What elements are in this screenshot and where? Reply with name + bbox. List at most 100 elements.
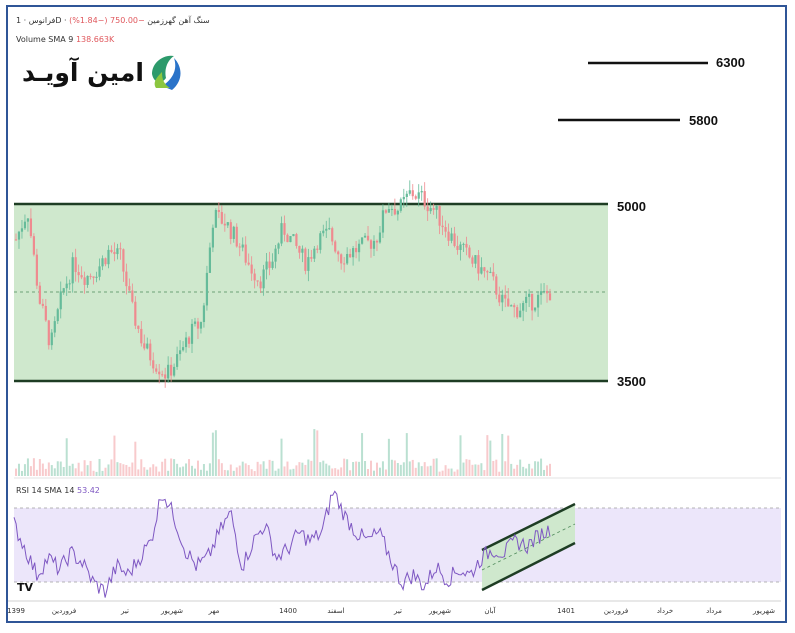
- candle-body: [178, 350, 182, 355]
- candle-body: [477, 255, 480, 274]
- volume-bar: [364, 460, 367, 476]
- candle-body: [378, 232, 382, 243]
- candle-body: [62, 288, 65, 292]
- volume-bar: [158, 471, 161, 476]
- candle-body: [456, 245, 459, 251]
- volume-bar: [322, 460, 325, 476]
- volume-bar: [211, 432, 214, 476]
- volume-bar: [525, 468, 528, 476]
- volume-bar: [53, 468, 56, 476]
- candle-body: [41, 303, 44, 306]
- candle-body: [196, 321, 200, 329]
- x-tick-label: شهریور: [752, 607, 775, 615]
- volume-bar: [498, 471, 501, 476]
- rsi-value: 53.42: [76, 486, 100, 495]
- candle-body: [214, 210, 217, 228]
- volume-bar: [420, 466, 423, 476]
- volume-bar: [176, 463, 179, 476]
- rsi-channel-mid: [481, 523, 576, 571]
- candle-body: [113, 251, 116, 255]
- candle-body: [250, 264, 253, 274]
- volume-bar: [504, 461, 507, 476]
- volume-bar: [540, 458, 543, 476]
- candle-body: [140, 328, 143, 344]
- candle-body: [286, 234, 289, 243]
- volume-bar: [143, 467, 146, 476]
- candle-body: [313, 248, 316, 259]
- flame-logo-icon: [152, 55, 181, 90]
- volume-bar: [223, 469, 226, 476]
- candle-body: [50, 332, 53, 346]
- volume-bar: [286, 461, 289, 476]
- candle-body: [271, 261, 274, 268]
- volume-bar: [295, 465, 298, 476]
- candle-body: [92, 276, 95, 278]
- x-tick-label: مهر: [208, 607, 220, 615]
- volume-bar: [408, 461, 411, 476]
- candle-body: [357, 243, 361, 253]
- volume-bar: [519, 459, 522, 476]
- candle-body: [304, 248, 307, 271]
- candle-body: [223, 223, 226, 226]
- candle-body: [372, 240, 376, 249]
- candle-body: [170, 364, 173, 376]
- volume-bar: [125, 464, 128, 476]
- x-tick-label: فروردین: [604, 607, 628, 615]
- volume-bar: [220, 463, 223, 476]
- candle-body: [444, 227, 447, 232]
- candle-body: [510, 305, 513, 307]
- candle-body: [205, 272, 209, 306]
- candle-body: [217, 210, 220, 213]
- candle-body: [441, 225, 444, 228]
- volume-bar: [331, 468, 334, 476]
- volume-bar: [393, 460, 396, 476]
- volume-bar: [113, 435, 116, 476]
- volume-bar: [161, 461, 164, 476]
- volume-bar: [247, 465, 250, 476]
- volume-bar: [462, 462, 465, 476]
- candle-body: [190, 323, 194, 344]
- candle-body: [480, 267, 483, 274]
- candle-body: [408, 190, 411, 194]
- volume-bar: [74, 468, 77, 476]
- candle-body: [384, 210, 388, 213]
- candle-body: [438, 205, 441, 226]
- candle-body: [131, 290, 134, 302]
- volume-bar: [164, 458, 167, 476]
- candle-body: [298, 245, 301, 253]
- x-tick-label: شهریور: [160, 607, 183, 615]
- volume-bar: [283, 466, 286, 476]
- volume-bar: [182, 466, 185, 476]
- volume-bar: [483, 470, 486, 476]
- candle-body: [56, 309, 59, 322]
- candle-body: [393, 208, 396, 215]
- volume-bar: [534, 461, 537, 476]
- volume-bar: [537, 461, 540, 476]
- candle-body: [268, 261, 271, 268]
- volume-bar: [98, 458, 101, 476]
- volume-bar: [110, 459, 113, 476]
- volume-bar: [549, 463, 551, 476]
- candle-body: [414, 196, 417, 199]
- volume-bar: [417, 462, 420, 476]
- x-tick-label: فروردین: [52, 607, 76, 615]
- candle-body: [417, 192, 420, 199]
- volume-bar: [152, 464, 155, 476]
- x-tick-label: آبان: [484, 606, 496, 615]
- volume-bar: [468, 459, 471, 476]
- volume-bar: [235, 467, 238, 476]
- volume-bar: [289, 469, 292, 476]
- volume-bar: [188, 459, 191, 476]
- volume-bar: [447, 468, 450, 476]
- symbol-legend: فرانوس · 1D · سنگ آهن گهرزمین −750.00 (−…: [16, 16, 210, 25]
- volume-bar: [435, 458, 438, 476]
- candle-body: [167, 364, 170, 379]
- volume-bar: [128, 466, 131, 476]
- candle-body: [77, 272, 80, 276]
- candle-body: [423, 191, 426, 207]
- rsi-label: RSI 14 SMA 14: [16, 486, 75, 495]
- candle-body: [128, 286, 131, 291]
- volume-bar: [298, 462, 301, 476]
- candle-body: [447, 231, 450, 241]
- candle-body: [59, 291, 62, 310]
